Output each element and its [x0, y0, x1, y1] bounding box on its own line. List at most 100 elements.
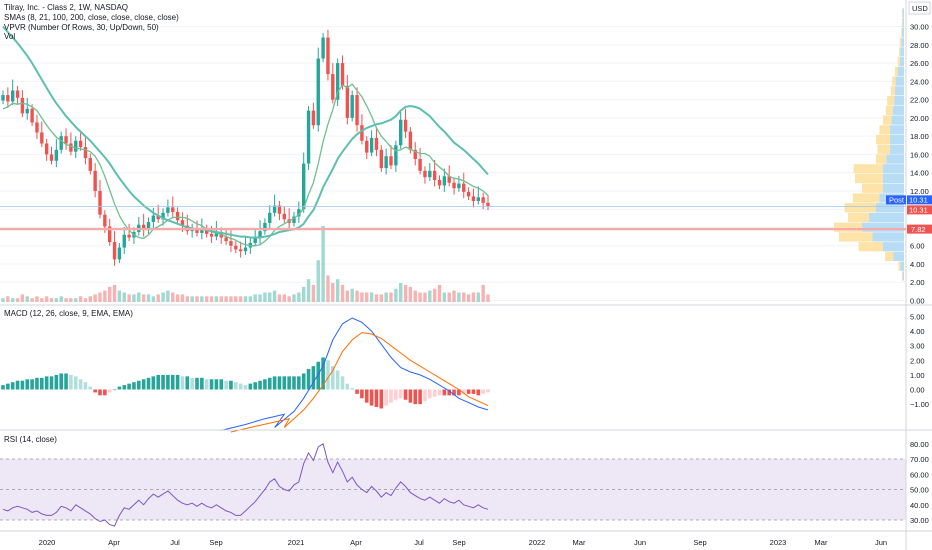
volume-bar: [331, 283, 335, 302]
vpvr-up-bar: [901, 27, 904, 38]
volume-bar: [302, 286, 306, 302]
volume-bar: [49, 298, 54, 302]
candle-body: [98, 190, 102, 215]
candle-body: [238, 249, 243, 252]
candle-body: [466, 191, 471, 197]
price-axes: 0.002.004.006.008.0010.0012.0014.0016.00…: [910, 23, 929, 525]
time-tick-label: 2020: [39, 538, 56, 547]
poc-badge: [907, 224, 932, 234]
vpvr-up-bar: [895, 76, 904, 86]
volume-bar: [321, 226, 325, 302]
candle-body: [93, 170, 97, 191]
moving-averages: [2, 25, 489, 247]
candle-body: [428, 170, 432, 178]
candle-body: [331, 74, 335, 100]
volume-bar: [11, 298, 15, 302]
candle-body: [151, 215, 156, 222]
candle-body: [268, 212, 272, 223]
volume-bar: [243, 296, 248, 302]
macd-histogram-bar: [69, 374, 73, 390]
candle-body: [423, 170, 427, 178]
candle-body: [180, 220, 185, 226]
volume-bar: [214, 296, 219, 302]
volume-bar: [238, 296, 243, 302]
time-tick-label: Sep: [693, 538, 706, 547]
vpvr-down-bar: [862, 183, 883, 193]
macd-tick-label: 3.00: [910, 342, 925, 351]
volume-bar: [350, 288, 354, 302]
candle-body: [345, 85, 350, 118]
price-tick-label: 16.00: [910, 150, 929, 159]
vpvr-down-bar: [885, 251, 894, 262]
macd-histogram-bar: [166, 374, 170, 390]
candle-body: [205, 229, 209, 234]
vpvr-up-bar: [902, 271, 904, 281]
macd-histogram-bar: [141, 379, 146, 390]
volume-bar: [200, 296, 204, 302]
vpvr-up-bar: [900, 47, 904, 57]
candle-body: [69, 143, 73, 152]
macd-histogram-bar: [355, 389, 359, 394]
vpvr-down-bar: [848, 212, 869, 223]
candle-body: [112, 242, 117, 260]
candle-body: [103, 214, 107, 227]
volume-bar: [418, 292, 422, 302]
candle-body: [209, 233, 214, 237]
post-value-label: 10.31: [909, 195, 928, 204]
macd-histogram-bar: [146, 377, 151, 390]
volume-bar: [253, 294, 257, 302]
macd-histogram-bar: [292, 376, 296, 390]
macd-tick-label: 2.00: [910, 356, 925, 365]
volume-bar: [248, 296, 253, 302]
volume-bar: [93, 294, 97, 302]
vpvr-up-bar: [902, 8, 904, 18]
volume-bar: [108, 286, 112, 302]
rsi-tick-label: 70.00: [910, 455, 929, 464]
vpvr-down-bar: [894, 66, 898, 77]
volume-bar: [98, 292, 102, 302]
vpvr-down-bar: [853, 164, 883, 174]
volume-bar: [466, 294, 471, 302]
vpvr-down-bar: [834, 222, 862, 232]
vpvr-up-bar: [886, 154, 904, 164]
macd-histogram-bar: [423, 389, 427, 402]
candle-body: [1, 95, 5, 101]
macd-histogram-bar: [180, 376, 185, 390]
macd-histogram-bar: [331, 366, 335, 390]
macd-histogram-bar: [195, 377, 199, 390]
volume-bar: [137, 292, 141, 302]
volume-bar: [156, 294, 160, 302]
candle-body: [175, 211, 180, 221]
macd-histogram-bar: [432, 389, 437, 397]
volume-bar: [282, 294, 286, 302]
candle-body: [471, 196, 476, 201]
price-tick-label: 22.00: [910, 96, 929, 105]
candle-body: [83, 147, 88, 159]
macd-histogram-bar: [30, 379, 34, 390]
volume-bar: [88, 296, 92, 302]
vpvr-down-bar: [858, 242, 883, 252]
macd-histogram-bar: [170, 374, 175, 390]
volume-bar: [399, 283, 403, 302]
volume-bar: [44, 296, 49, 302]
volume-bar: [78, 296, 83, 302]
volume-bar: [408, 286, 413, 302]
volume-bar: [369, 292, 374, 302]
macd-histogram-bar: [321, 357, 325, 390]
last-value-badge: [907, 205, 932, 215]
vpvr-down-bar: [890, 86, 895, 96]
vpvr-down-bar: [885, 105, 893, 115]
volume-bar: [185, 296, 189, 302]
candle-body: [258, 231, 262, 238]
time-tick-label: Jul: [170, 538, 180, 547]
currency-box[interactable]: [908, 1, 931, 15]
candle-body: [369, 137, 374, 153]
macd-histogram-bar: [6, 383, 10, 390]
volume-bar: [6, 296, 10, 302]
candle-body: [452, 182, 456, 189]
volume-bar: [83, 298, 88, 302]
vpvr-up-bar: [890, 125, 904, 135]
candle-body: [64, 136, 68, 144]
vpvr-up-bar: [894, 86, 904, 96]
macd-histogram-bar: [59, 373, 63, 390]
